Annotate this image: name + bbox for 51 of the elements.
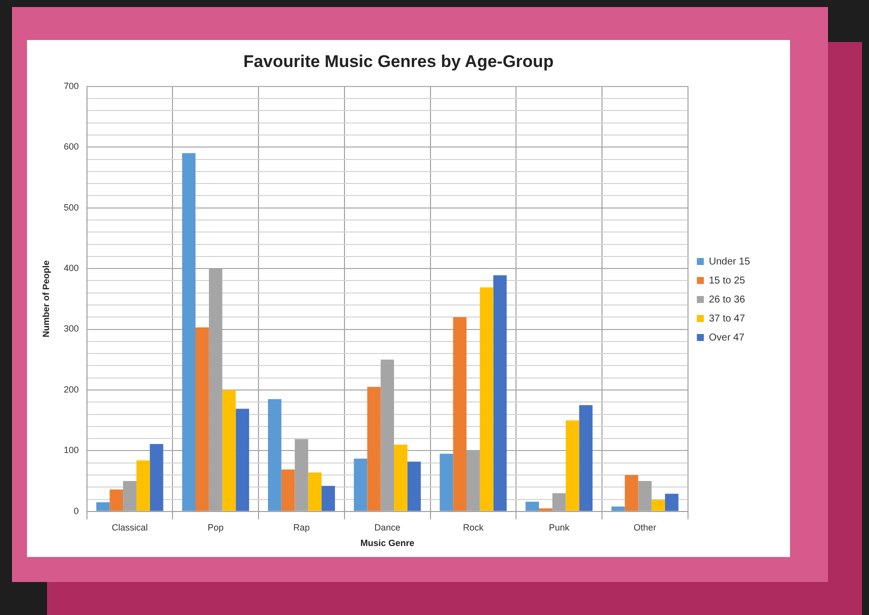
bar xyxy=(308,472,322,511)
bar xyxy=(136,460,150,511)
x-tick-label: Pop xyxy=(208,522,224,532)
bar xyxy=(453,317,467,511)
y-tick-label: 500 xyxy=(64,202,79,212)
bar xyxy=(538,508,552,511)
bar xyxy=(182,153,196,511)
y-axis-title: Number of People xyxy=(40,260,51,338)
bar xyxy=(652,500,666,511)
bar xyxy=(665,494,678,511)
x-tick-label: Other xyxy=(634,522,656,532)
legend-label: Over 47 xyxy=(708,332,745,344)
bar xyxy=(407,462,421,511)
x-tick-label: Rock xyxy=(462,522,484,532)
bar xyxy=(526,502,539,511)
legend-label: Under 15 xyxy=(708,256,750,268)
y-tick-label: 600 xyxy=(64,142,79,152)
bar xyxy=(579,405,593,511)
bar xyxy=(394,444,408,511)
y-tick-label: 100 xyxy=(64,445,79,456)
bar xyxy=(268,399,282,511)
bar xyxy=(566,420,580,511)
y-tick-label: 700 xyxy=(64,80,79,91)
bar xyxy=(624,474,638,511)
legend-label: 26 to 36 xyxy=(708,294,746,306)
legend-label: 15 to 25 xyxy=(708,275,746,286)
x-tick-label: Classical xyxy=(112,522,148,532)
bar xyxy=(322,486,335,511)
bar xyxy=(611,506,625,511)
x-tick-label: Dance xyxy=(374,522,400,532)
bar xyxy=(196,327,209,511)
y-tick-label: 300 xyxy=(64,324,79,334)
y-tick-label: 400 xyxy=(64,263,79,274)
legend-label: 37 to 47 xyxy=(708,313,746,324)
bar xyxy=(440,454,454,511)
bar xyxy=(96,502,110,511)
bar xyxy=(354,458,368,511)
bar xyxy=(236,408,250,511)
x-tick-label: Rap xyxy=(293,522,310,532)
bar xyxy=(110,490,124,511)
y-tick-label: 200 xyxy=(64,384,79,394)
bar xyxy=(281,470,295,511)
bar xyxy=(367,386,381,511)
y-tick-label: 0 xyxy=(74,506,79,516)
bar xyxy=(150,444,164,511)
chart-title: Favourite Music Genres by Age-Group xyxy=(243,52,554,71)
bar xyxy=(493,275,507,511)
bar xyxy=(480,287,494,511)
bar xyxy=(222,390,236,511)
x-tick-label: Punk xyxy=(548,522,570,532)
x-axis-title: Music Genre xyxy=(360,538,414,548)
